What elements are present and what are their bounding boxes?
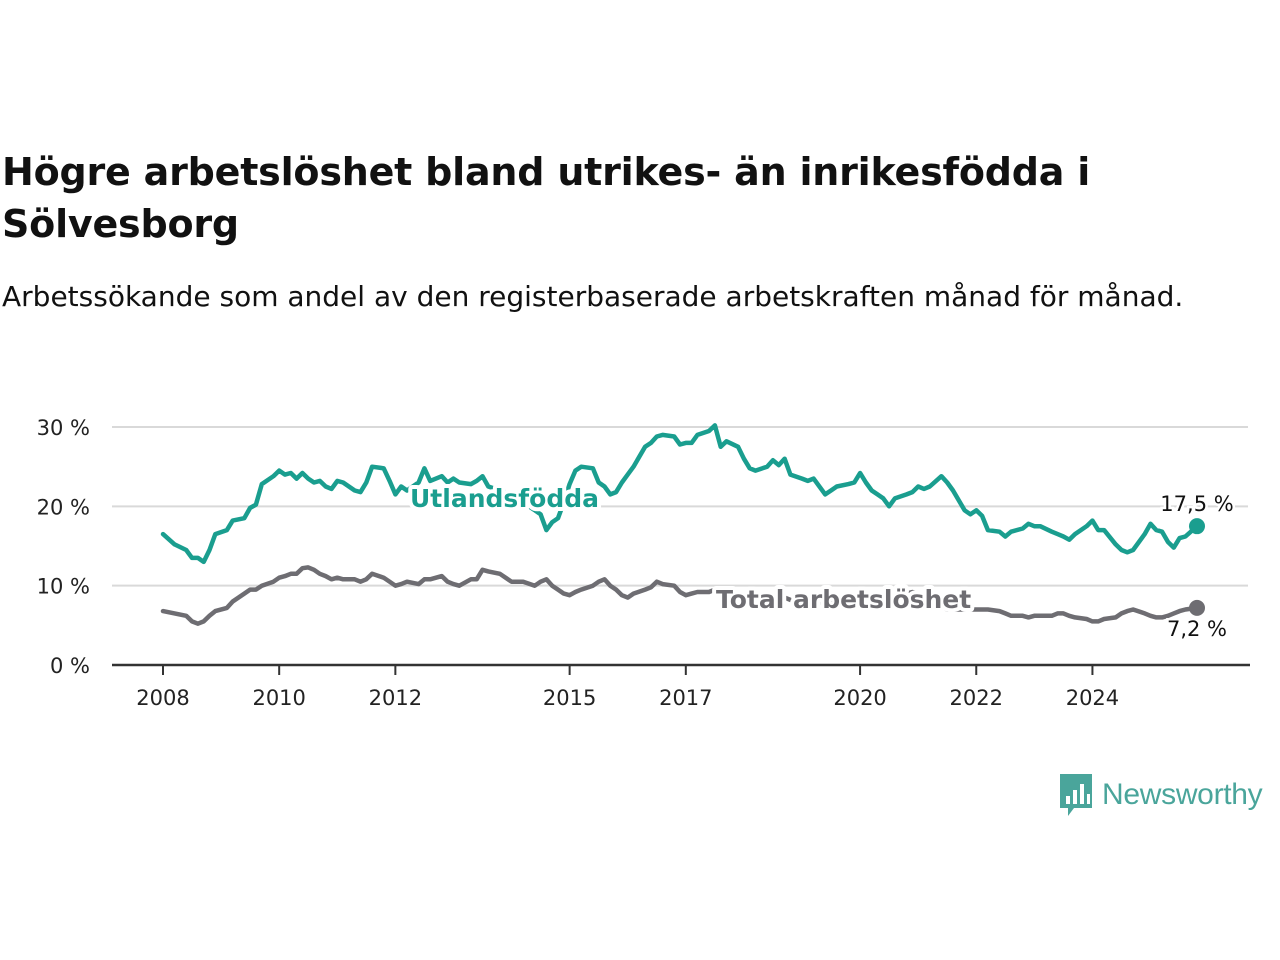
series-labels: Utlandsfödda Total arbetslöshet 17,5 % 7,2 … bbox=[406, 480, 1236, 644]
series-label-utlandsfodda: Utlandsfödda bbox=[410, 484, 599, 513]
y-axis-labels: 0 % 10 % 20 % 30 % bbox=[37, 416, 90, 678]
x-tick-label-2024: 2024 bbox=[1066, 686, 1119, 710]
bar-chart-speech-bubble-icon bbox=[1060, 774, 1092, 816]
chart-subtitle: Arbetssökande som andel av den registerb… bbox=[2, 280, 1184, 313]
series-line-utlandsfodda bbox=[160, 423, 1200, 565]
x-tick-label-2017: 2017 bbox=[659, 686, 712, 710]
x-tick-label-2020: 2020 bbox=[833, 686, 886, 710]
x-tick-label-2008: 2008 bbox=[136, 686, 189, 710]
end-label-utlandsfodda: 17,5 % bbox=[1160, 492, 1233, 516]
series-label-total: Total arbetslöshet bbox=[716, 585, 971, 614]
brand-name: Newsworthy bbox=[1102, 778, 1263, 811]
series-line-total bbox=[160, 565, 1200, 626]
series-lines bbox=[160, 423, 1205, 626]
gridlines bbox=[112, 426, 1248, 587]
y-tick-label-10: 10 % bbox=[37, 575, 90, 599]
x-tick-label-2012: 2012 bbox=[369, 686, 422, 710]
y-tick-label-30: 30 % bbox=[37, 416, 90, 440]
y-tick-label-0: 0 % bbox=[50, 654, 90, 678]
x-axis: 2008 2010 2012 2015 2017 2020 2022 2024 bbox=[112, 663, 1250, 710]
x-tick-label-2015: 2015 bbox=[543, 686, 596, 710]
x-tick-label-2022: 2022 bbox=[950, 686, 1003, 710]
chart-title: Högre arbetslöshet bland utrikes- än inr… bbox=[2, 150, 1091, 246]
x-tick-label-2010: 2010 bbox=[252, 686, 305, 710]
y-tick-label-20: 20 % bbox=[37, 495, 90, 519]
end-point-utlandsfodda bbox=[1189, 518, 1205, 535]
brand-logo: Newsworthy bbox=[1058, 772, 1263, 818]
end-point-total bbox=[1189, 599, 1205, 616]
end-label-total: 7,2 % bbox=[1167, 617, 1227, 641]
